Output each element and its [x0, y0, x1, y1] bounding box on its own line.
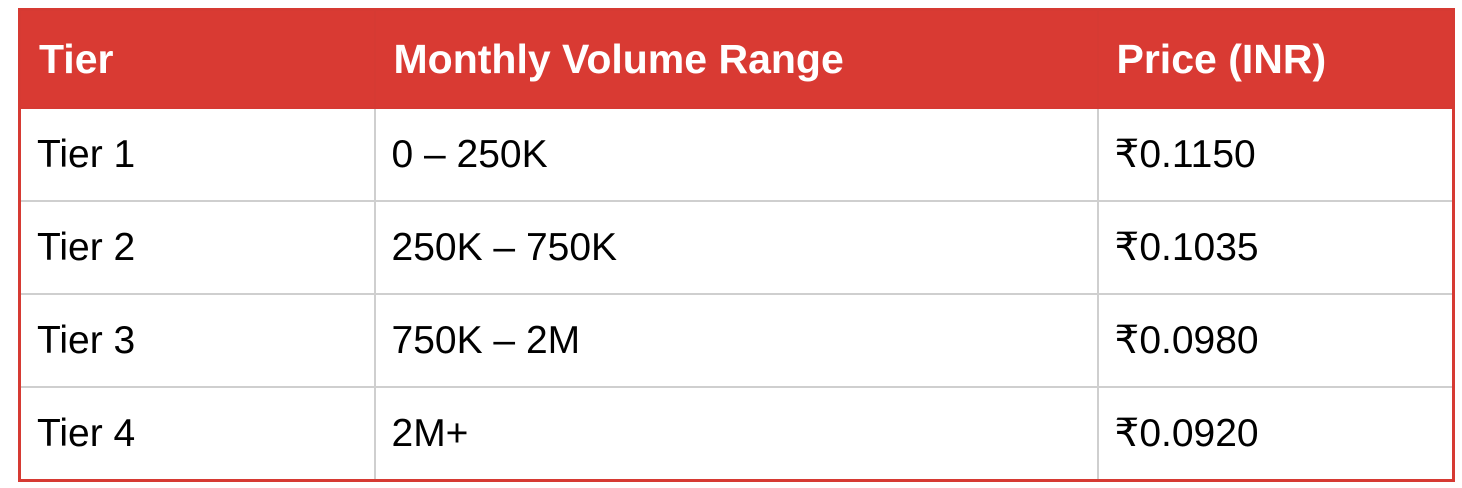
table-row: Tier 4 2M+ ₹0.0920 — [18, 386, 1455, 482]
table-cell: Tier 4 — [18, 386, 376, 482]
table-cell: ₹0.1150 — [1096, 107, 1455, 202]
table-cell: ₹0.1035 — [1096, 200, 1455, 295]
header-cell: Tier — [18, 8, 376, 109]
table-cell: ₹0.0980 — [1096, 293, 1455, 388]
header-cell: Monthly Volume Range — [373, 8, 1099, 109]
header-cell: Price (INR) — [1096, 8, 1455, 109]
pricing-table: Tier Monthly Volume Range Price (INR) Tier… — [18, 8, 1455, 482]
table-cell: 250K – 750K — [373, 200, 1099, 295]
table-cell: ₹0.0920 — [1096, 386, 1455, 482]
table-row: Tier 3 750K – 2M ₹0.0980 — [18, 293, 1455, 388]
table-row: Tier 2 250K – 750K ₹0.1035 — [18, 200, 1455, 295]
table-cell: Tier 3 — [18, 293, 376, 388]
table-cell: 0 – 250K — [373, 107, 1099, 202]
table-container: Tier Monthly Volume Range Price (INR) Tier… — [18, 8, 1455, 482]
header-row: Tier Monthly Volume Range Price (INR) — [18, 8, 1455, 109]
table-cell: 2M+ — [373, 386, 1099, 482]
table-cell: 750K – 2M — [373, 293, 1099, 388]
table-cell: Tier 2 — [18, 200, 376, 295]
table-cell: Tier 1 — [18, 107, 376, 202]
